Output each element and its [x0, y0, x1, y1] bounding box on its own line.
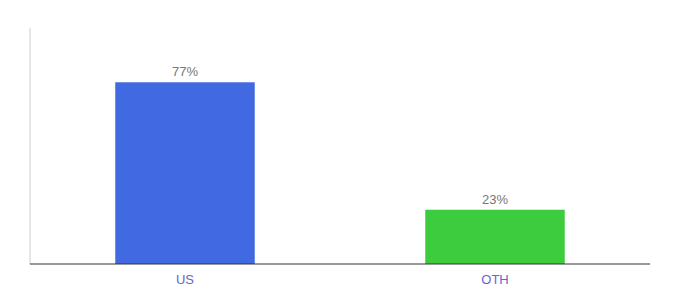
data-label: 77% — [172, 64, 198, 79]
data-label: 23% — [482, 192, 508, 207]
x-axis-line — [30, 264, 650, 265]
bar — [425, 210, 565, 264]
chart: US OTH 77% 23% — [0, 0, 680, 300]
chart-container: US OTH 77% 23% — [0, 0, 680, 300]
bars — [115, 82, 565, 264]
y-axis-line — [30, 28, 31, 264]
x-tick-label: US — [176, 272, 194, 287]
bar — [115, 82, 255, 264]
x-tick-label: OTH — [481, 272, 508, 287]
